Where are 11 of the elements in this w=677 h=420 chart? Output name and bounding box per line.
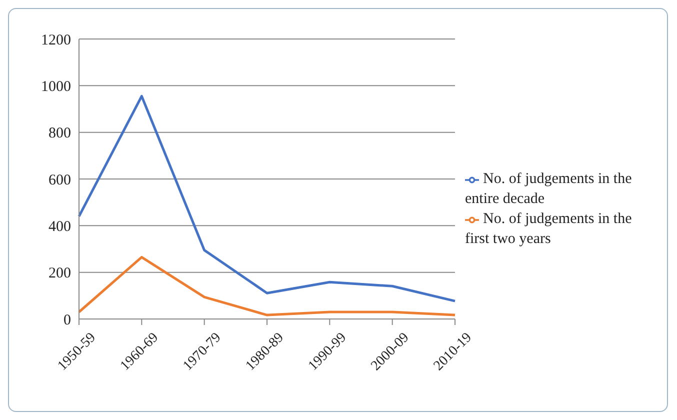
legend-label: No. of judgements in the entire decade xyxy=(465,171,632,207)
y-tick-label: 1200 xyxy=(41,32,71,48)
line-series xyxy=(78,256,456,316)
y-tick-label: 600 xyxy=(48,172,71,188)
y-tick-label: 400 xyxy=(48,218,71,235)
line-series xyxy=(78,94,456,302)
y-tick-label: 0 xyxy=(64,312,71,328)
y-tick-label: 200 xyxy=(48,266,71,282)
legend-label: No. of judgements in the first two years xyxy=(465,211,632,247)
y-tick-label: 800 xyxy=(48,126,71,142)
y-tick-label: 1000 xyxy=(41,78,71,95)
